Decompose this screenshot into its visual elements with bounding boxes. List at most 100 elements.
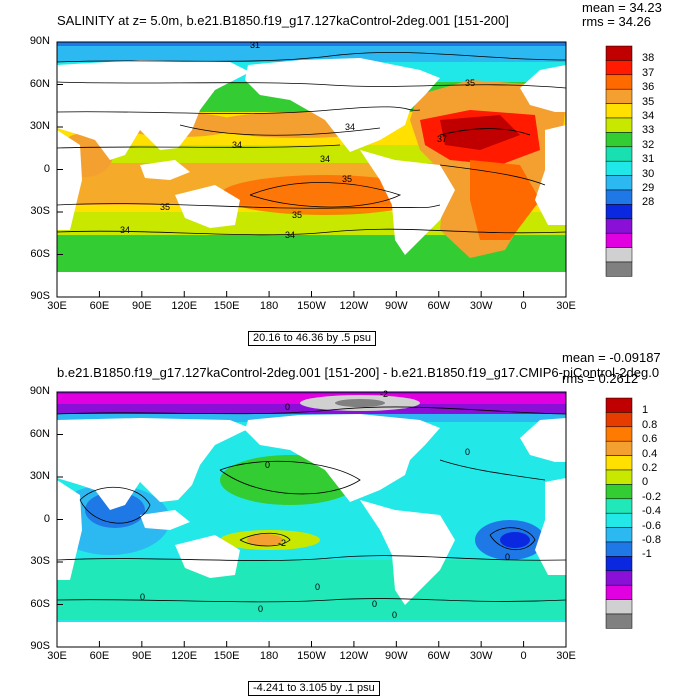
colorbar-swatch (605, 484, 633, 500)
colorbar-swatch (605, 570, 633, 586)
colorbar-swatch (605, 175, 633, 191)
colorbar-swatch (605, 498, 633, 514)
colorbar-label: 1 (642, 404, 649, 417)
colorbar-label: 38 (642, 52, 655, 65)
colorbar-label: -0.2 (642, 490, 661, 503)
panel1-lon-label: 150W (297, 300, 326, 312)
panel2-lat-label: 60S (30, 597, 50, 610)
colorbar-label: 33 (642, 124, 655, 137)
colorbar-swatch (605, 60, 633, 76)
panel2-title: b.e21.B1850.f19_g17.127kaControl-2deg.00… (57, 366, 660, 380)
panel2-lon-label: 60E (89, 650, 110, 662)
colorbar-swatch (605, 512, 633, 528)
contour-label: 34 (320, 154, 330, 164)
panel1-lon-label: 60E (89, 300, 110, 312)
colorbar-swatch (605, 160, 633, 176)
contour-label: 0 (285, 402, 290, 412)
colorbar-swatch (605, 584, 633, 600)
panel1-rms: rms = 34.26 (582, 14, 652, 29)
colorbar-swatch (605, 426, 633, 442)
panel1-lat-label: 60N (29, 77, 50, 90)
panel1-lat-label: 30S (30, 205, 50, 217)
contour-label: 0 (140, 592, 145, 602)
colorbar-swatch (605, 218, 633, 234)
panel2-lon-label: 60W (427, 650, 451, 662)
panel1-lat-label: 60S (30, 247, 50, 260)
panel1-lon-label: 90E (132, 300, 152, 312)
colorbar-label: 0.2 (642, 462, 658, 474)
panel2-lon-label: 150W (297, 650, 326, 662)
panel2-lat-label: 0 (43, 512, 50, 525)
colorbar-label: 37 (642, 66, 655, 79)
colorbar-swatch (605, 412, 633, 428)
panel1-lon-label: 30E (556, 300, 576, 312)
colorbar-label: 36 (642, 81, 655, 94)
panel1-lon-label: 90W (385, 300, 408, 312)
colorbar-label: 29 (642, 182, 655, 194)
colorbar-label: 0.6 (642, 433, 658, 446)
colorbar-swatch (605, 397, 633, 413)
panel1-map (57, 42, 566, 297)
colorbar-swatch (605, 247, 633, 263)
contour-label: 0 (315, 582, 320, 592)
colorbar-swatch (605, 88, 633, 104)
panel1-lon-label: 30E (47, 300, 67, 312)
panel2-map (57, 392, 566, 647)
colorbar-swatch (605, 599, 633, 615)
panel1-lat-label: 30N (29, 120, 50, 132)
panel2-lat-label: 60N (29, 427, 50, 440)
panel2-lon-label: 120W (339, 650, 369, 662)
panel2-lon-label: 30E (556, 650, 576, 662)
colorbar-label: -0.4 (642, 505, 661, 518)
contour-label: 0 (505, 552, 510, 562)
panel2-lat-label: 90S (30, 640, 50, 652)
colorbar-label: -0.6 (642, 519, 661, 532)
colorbar-swatch (605, 556, 633, 572)
panel2-lon-label: 90E (132, 650, 152, 662)
panel2-lon-label: 30E (47, 650, 67, 662)
panel1-lat-label: 90N (29, 35, 50, 47)
colorbar-swatch (605, 527, 633, 543)
panel1-lon-label: 30W (469, 300, 493, 312)
colorbar-swatch (605, 440, 633, 456)
panel1-lon-label: 180 (259, 300, 279, 312)
colorbar-swatch (605, 146, 633, 162)
colorbar-swatch (605, 613, 633, 629)
panel1-lon-label: 60W (427, 300, 451, 312)
colorbar-swatch (605, 261, 633, 277)
colorbar-swatch (605, 469, 633, 485)
colorbar-swatch (605, 117, 633, 133)
colorbar-label: -0.8 (642, 534, 661, 546)
colorbar-label: 0 (642, 476, 649, 489)
contour-label: -2 (278, 538, 286, 548)
colorbar-swatch (605, 541, 633, 557)
contour-label: 34 (285, 230, 295, 240)
contour-label: 34 (120, 225, 130, 235)
panel1-range-label: 20.16 to 46.36 by .5 psu (248, 331, 377, 346)
contour-label: -2 (380, 389, 388, 399)
colorbar-label: 30 (642, 167, 655, 180)
panel1-lon-label: 120E (171, 300, 198, 312)
contour-label: 0 (465, 447, 470, 457)
panel2-lon-label: 90W (385, 650, 408, 662)
panel2-lon-label: 30W (469, 650, 493, 662)
panel2-lat-label: 30S (30, 555, 50, 567)
contour-label: 35 (292, 210, 302, 220)
panel1-lon-label: 150E (213, 300, 240, 312)
contour-label: 0 (392, 610, 397, 620)
panel2-lon-label: 0 (520, 650, 527, 662)
contour-label: 34 (345, 122, 355, 132)
colorbar-swatch (605, 45, 633, 61)
panel2-rms: rms = 0.2612 (562, 371, 639, 386)
colorbar-label: 0.4 (642, 447, 658, 460)
contour-label: 0 (258, 604, 263, 614)
contour-label: 35 (160, 202, 170, 212)
colorbar-label: -1 (642, 548, 652, 561)
panel1-lon-label: 0 (520, 300, 527, 312)
contour-label: 0 (372, 599, 377, 609)
colorbar-swatch (605, 232, 633, 248)
panel2-range-label: -4.241 to 3.105 by .1 psu (248, 681, 380, 696)
colorbar-swatch (605, 103, 633, 119)
contour-label: 0 (265, 460, 270, 470)
